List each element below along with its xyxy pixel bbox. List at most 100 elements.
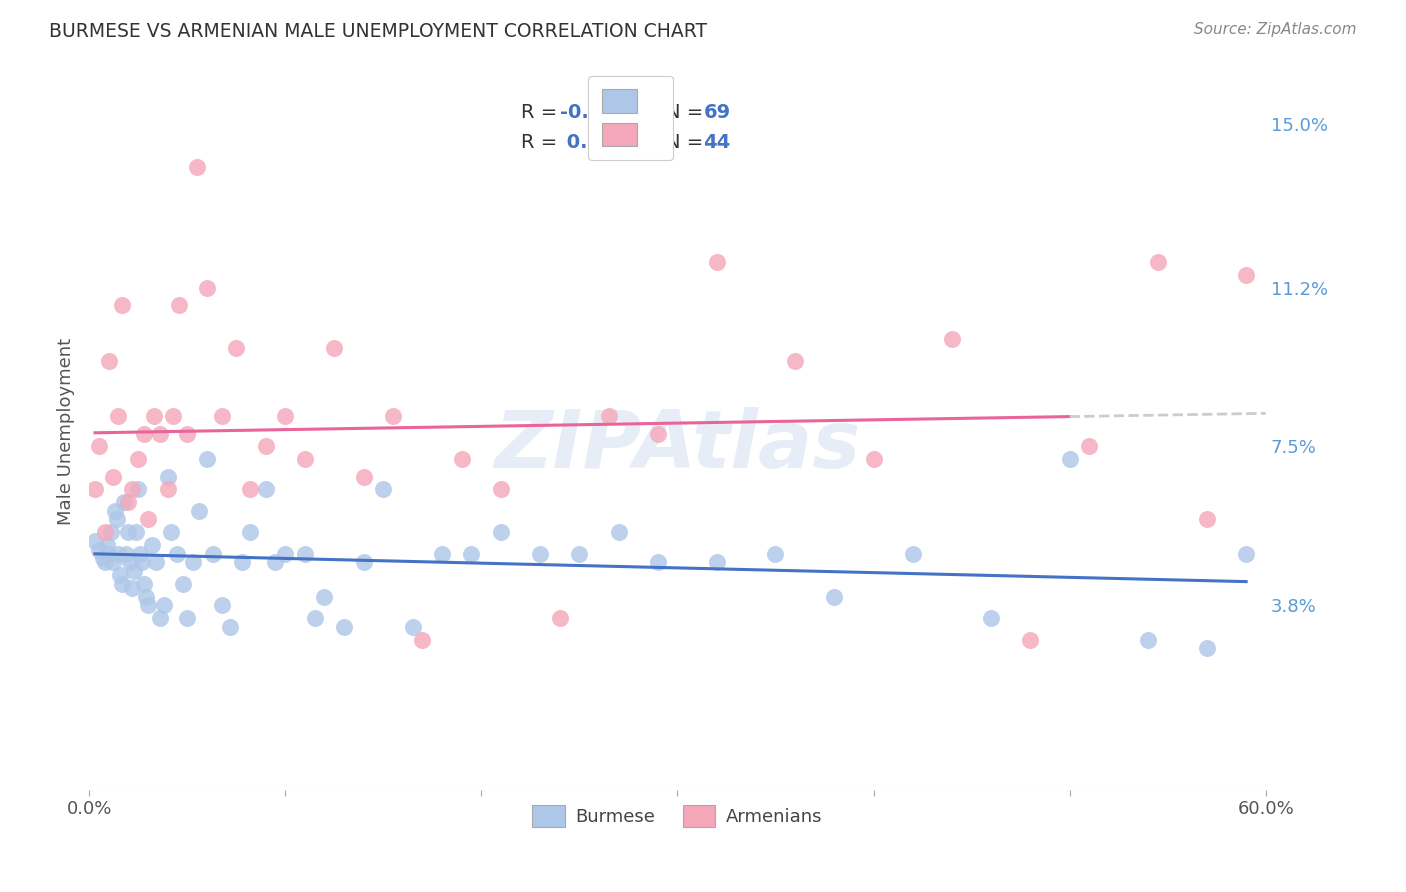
Point [373, 483, 395, 497]
Point [84, 533, 107, 548]
Point [129, 547, 152, 561]
Point [101, 555, 124, 569]
Point [195, 280, 218, 294]
Point [450, 452, 472, 467]
Y-axis label: Male Unemployment: Male Unemployment [58, 338, 75, 525]
Point [100, 525, 122, 540]
Point [323, 341, 346, 355]
Point [411, 632, 433, 647]
Point [186, 161, 208, 175]
Point [783, 353, 806, 368]
Point [607, 525, 630, 540]
Point [211, 599, 233, 613]
Point [149, 426, 172, 441]
Point [823, 590, 845, 604]
Point [97, 353, 120, 368]
Point [94, 525, 117, 540]
Point [901, 547, 924, 561]
Point [598, 409, 620, 424]
Point [460, 547, 482, 561]
Point [1019, 632, 1042, 647]
Point [568, 547, 591, 561]
Point [84, 483, 107, 497]
Point [111, 577, 134, 591]
Point [160, 525, 183, 540]
Point [1195, 512, 1218, 526]
Point [430, 547, 453, 561]
Point [145, 555, 167, 569]
Point [132, 577, 155, 591]
Point [135, 590, 157, 604]
Point [152, 599, 174, 613]
Point [136, 599, 159, 613]
Point [274, 547, 297, 561]
Point [149, 611, 172, 625]
Text: 69: 69 [703, 103, 731, 122]
Point [107, 409, 129, 424]
Point [254, 483, 277, 497]
Point [1147, 255, 1170, 269]
Point [647, 555, 669, 569]
Point [117, 525, 139, 540]
Point [94, 555, 117, 569]
Point [176, 611, 198, 625]
Text: R =: R = [520, 103, 564, 122]
Point [110, 568, 132, 582]
Point [187, 504, 209, 518]
Point [117, 495, 139, 509]
Point [136, 512, 159, 526]
Text: R =: R = [520, 133, 564, 153]
Point [401, 620, 423, 634]
Point [107, 547, 129, 561]
Point [382, 409, 405, 424]
Point [1137, 632, 1160, 647]
Point [353, 555, 375, 569]
Point [706, 555, 728, 569]
Text: 0.272: 0.272 [560, 133, 628, 153]
Point [169, 298, 191, 312]
Point [112, 495, 135, 509]
Point [264, 555, 287, 569]
Point [1234, 268, 1257, 282]
Point [333, 620, 356, 634]
Point [121, 483, 143, 497]
Point [353, 469, 375, 483]
Point [125, 525, 148, 540]
Point [162, 409, 184, 424]
Point [211, 409, 233, 424]
Text: N =: N = [665, 133, 709, 153]
Point [87, 542, 110, 557]
Point [980, 611, 1002, 625]
Point [225, 341, 247, 355]
Point [141, 538, 163, 552]
Point [941, 332, 963, 346]
Point [274, 409, 297, 424]
Point [101, 469, 124, 483]
Point [1195, 641, 1218, 656]
Point [1234, 547, 1257, 561]
Point [254, 440, 277, 454]
Point [231, 555, 253, 569]
Point [181, 555, 204, 569]
Point [765, 547, 787, 561]
Point [156, 483, 179, 497]
Point [201, 547, 224, 561]
Point [195, 452, 218, 467]
Point [172, 577, 194, 591]
Point [132, 426, 155, 441]
Point [105, 512, 128, 526]
Point [294, 547, 316, 561]
Point [314, 590, 336, 604]
Text: 44: 44 [703, 133, 731, 153]
Point [122, 564, 145, 578]
Point [121, 581, 143, 595]
Point [176, 426, 198, 441]
Point [131, 555, 153, 569]
Point [1078, 440, 1101, 454]
Text: Source: ZipAtlas.com: Source: ZipAtlas.com [1194, 22, 1357, 37]
Point [304, 611, 326, 625]
Point [219, 620, 242, 634]
Point [706, 255, 728, 269]
Point [142, 409, 165, 424]
Point [103, 504, 125, 518]
